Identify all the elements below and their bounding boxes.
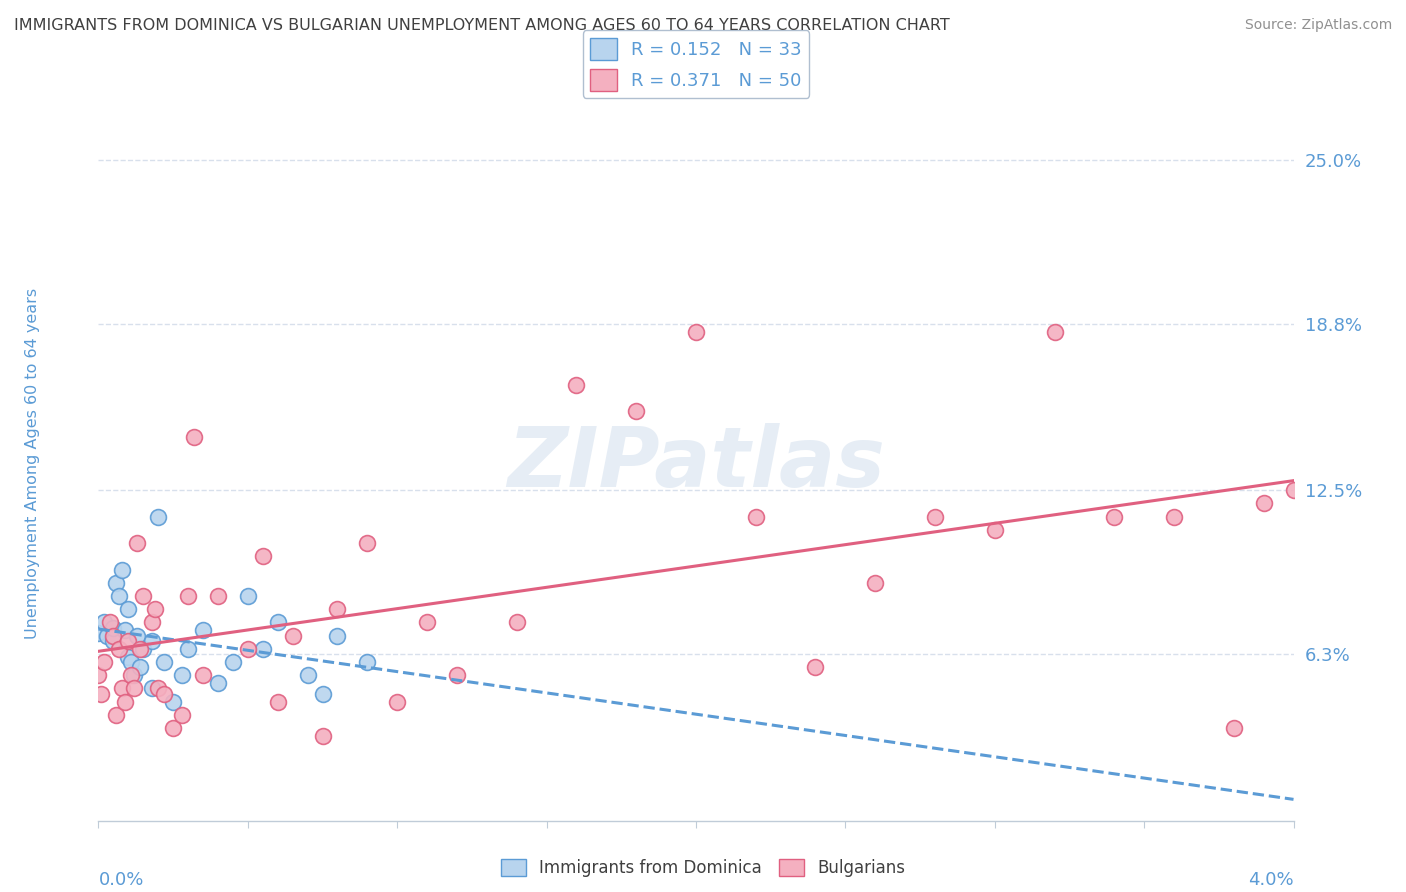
Point <box>416 615 439 630</box>
Point <box>236 589 259 603</box>
Point <box>141 615 163 630</box>
Point <box>506 615 529 630</box>
Point <box>984 523 1007 537</box>
Text: 0.0%: 0.0% <box>98 871 143 888</box>
Point <box>117 634 139 648</box>
Text: 4.0%: 4.0% <box>1249 871 1294 888</box>
Point <box>96 629 118 643</box>
Point <box>114 624 136 638</box>
Point <box>127 629 149 643</box>
Point <box>129 660 152 674</box>
Point <box>90 687 112 701</box>
Point <box>108 589 131 603</box>
Point <box>267 695 290 709</box>
Point <box>117 649 139 664</box>
Point <box>326 629 349 643</box>
Point <box>191 624 214 638</box>
Point <box>114 695 136 709</box>
Point <box>120 655 142 669</box>
Point <box>153 655 176 669</box>
Point <box>177 589 200 603</box>
Point <box>153 687 176 701</box>
Point <box>1282 483 1305 498</box>
Point <box>297 668 319 682</box>
Point <box>105 707 128 722</box>
Point <box>103 629 125 643</box>
Point <box>1043 325 1066 339</box>
Point <box>162 721 184 735</box>
Point <box>111 681 134 696</box>
Point <box>281 629 304 643</box>
Point <box>177 641 200 656</box>
Point <box>236 641 259 656</box>
Point <box>565 377 588 392</box>
Point <box>141 634 163 648</box>
Point <box>108 641 131 656</box>
Point <box>222 655 245 669</box>
Point <box>93 655 115 669</box>
Point <box>311 729 333 743</box>
Text: ZIPatlas: ZIPatlas <box>508 424 884 504</box>
Point <box>103 621 125 635</box>
Point <box>127 536 149 550</box>
Point <box>105 575 128 590</box>
Point <box>143 602 166 616</box>
Point <box>132 589 155 603</box>
Point <box>103 634 125 648</box>
Point <box>172 668 194 682</box>
Point <box>207 589 229 603</box>
Point <box>162 695 184 709</box>
Point <box>1253 496 1275 510</box>
Point <box>1223 721 1246 735</box>
Point <box>745 509 768 524</box>
Point <box>98 615 122 630</box>
Point <box>385 695 409 709</box>
Point <box>252 549 274 564</box>
Point <box>626 404 648 418</box>
Point <box>446 668 468 682</box>
Point <box>120 668 142 682</box>
Point <box>924 509 946 524</box>
Point <box>311 687 333 701</box>
Point <box>87 626 110 640</box>
Point <box>172 707 194 722</box>
Point <box>129 641 152 656</box>
Point <box>267 615 290 630</box>
Text: Source: ZipAtlas.com: Source: ZipAtlas.com <box>1244 18 1392 32</box>
Point <box>124 681 146 696</box>
Legend: Immigrants from Dominica, Bulgarians: Immigrants from Dominica, Bulgarians <box>495 852 911 884</box>
Point <box>326 602 349 616</box>
Point <box>1163 509 1185 524</box>
Point <box>117 602 139 616</box>
Point <box>183 430 205 444</box>
Point <box>132 641 155 656</box>
Point <box>148 681 170 696</box>
Point <box>865 575 887 590</box>
Point <box>111 563 134 577</box>
Point <box>356 655 378 669</box>
Point <box>141 681 163 696</box>
Point <box>191 668 214 682</box>
Point <box>87 668 110 682</box>
Point <box>804 660 827 674</box>
Point <box>1104 509 1126 524</box>
Point <box>356 536 378 550</box>
Legend: R = 0.152   N = 33, R = 0.371   N = 50: R = 0.152 N = 33, R = 0.371 N = 50 <box>582 30 810 98</box>
Point <box>207 676 229 690</box>
Point <box>93 615 115 630</box>
Point <box>148 509 170 524</box>
Text: Unemployment Among Ages 60 to 64 years: Unemployment Among Ages 60 to 64 years <box>25 288 41 640</box>
Point <box>252 641 274 656</box>
Point <box>124 668 146 682</box>
Text: IMMIGRANTS FROM DOMINICA VS BULGARIAN UNEMPLOYMENT AMONG AGES 60 TO 64 YEARS COR: IMMIGRANTS FROM DOMINICA VS BULGARIAN UN… <box>14 18 950 33</box>
Point <box>685 325 707 339</box>
